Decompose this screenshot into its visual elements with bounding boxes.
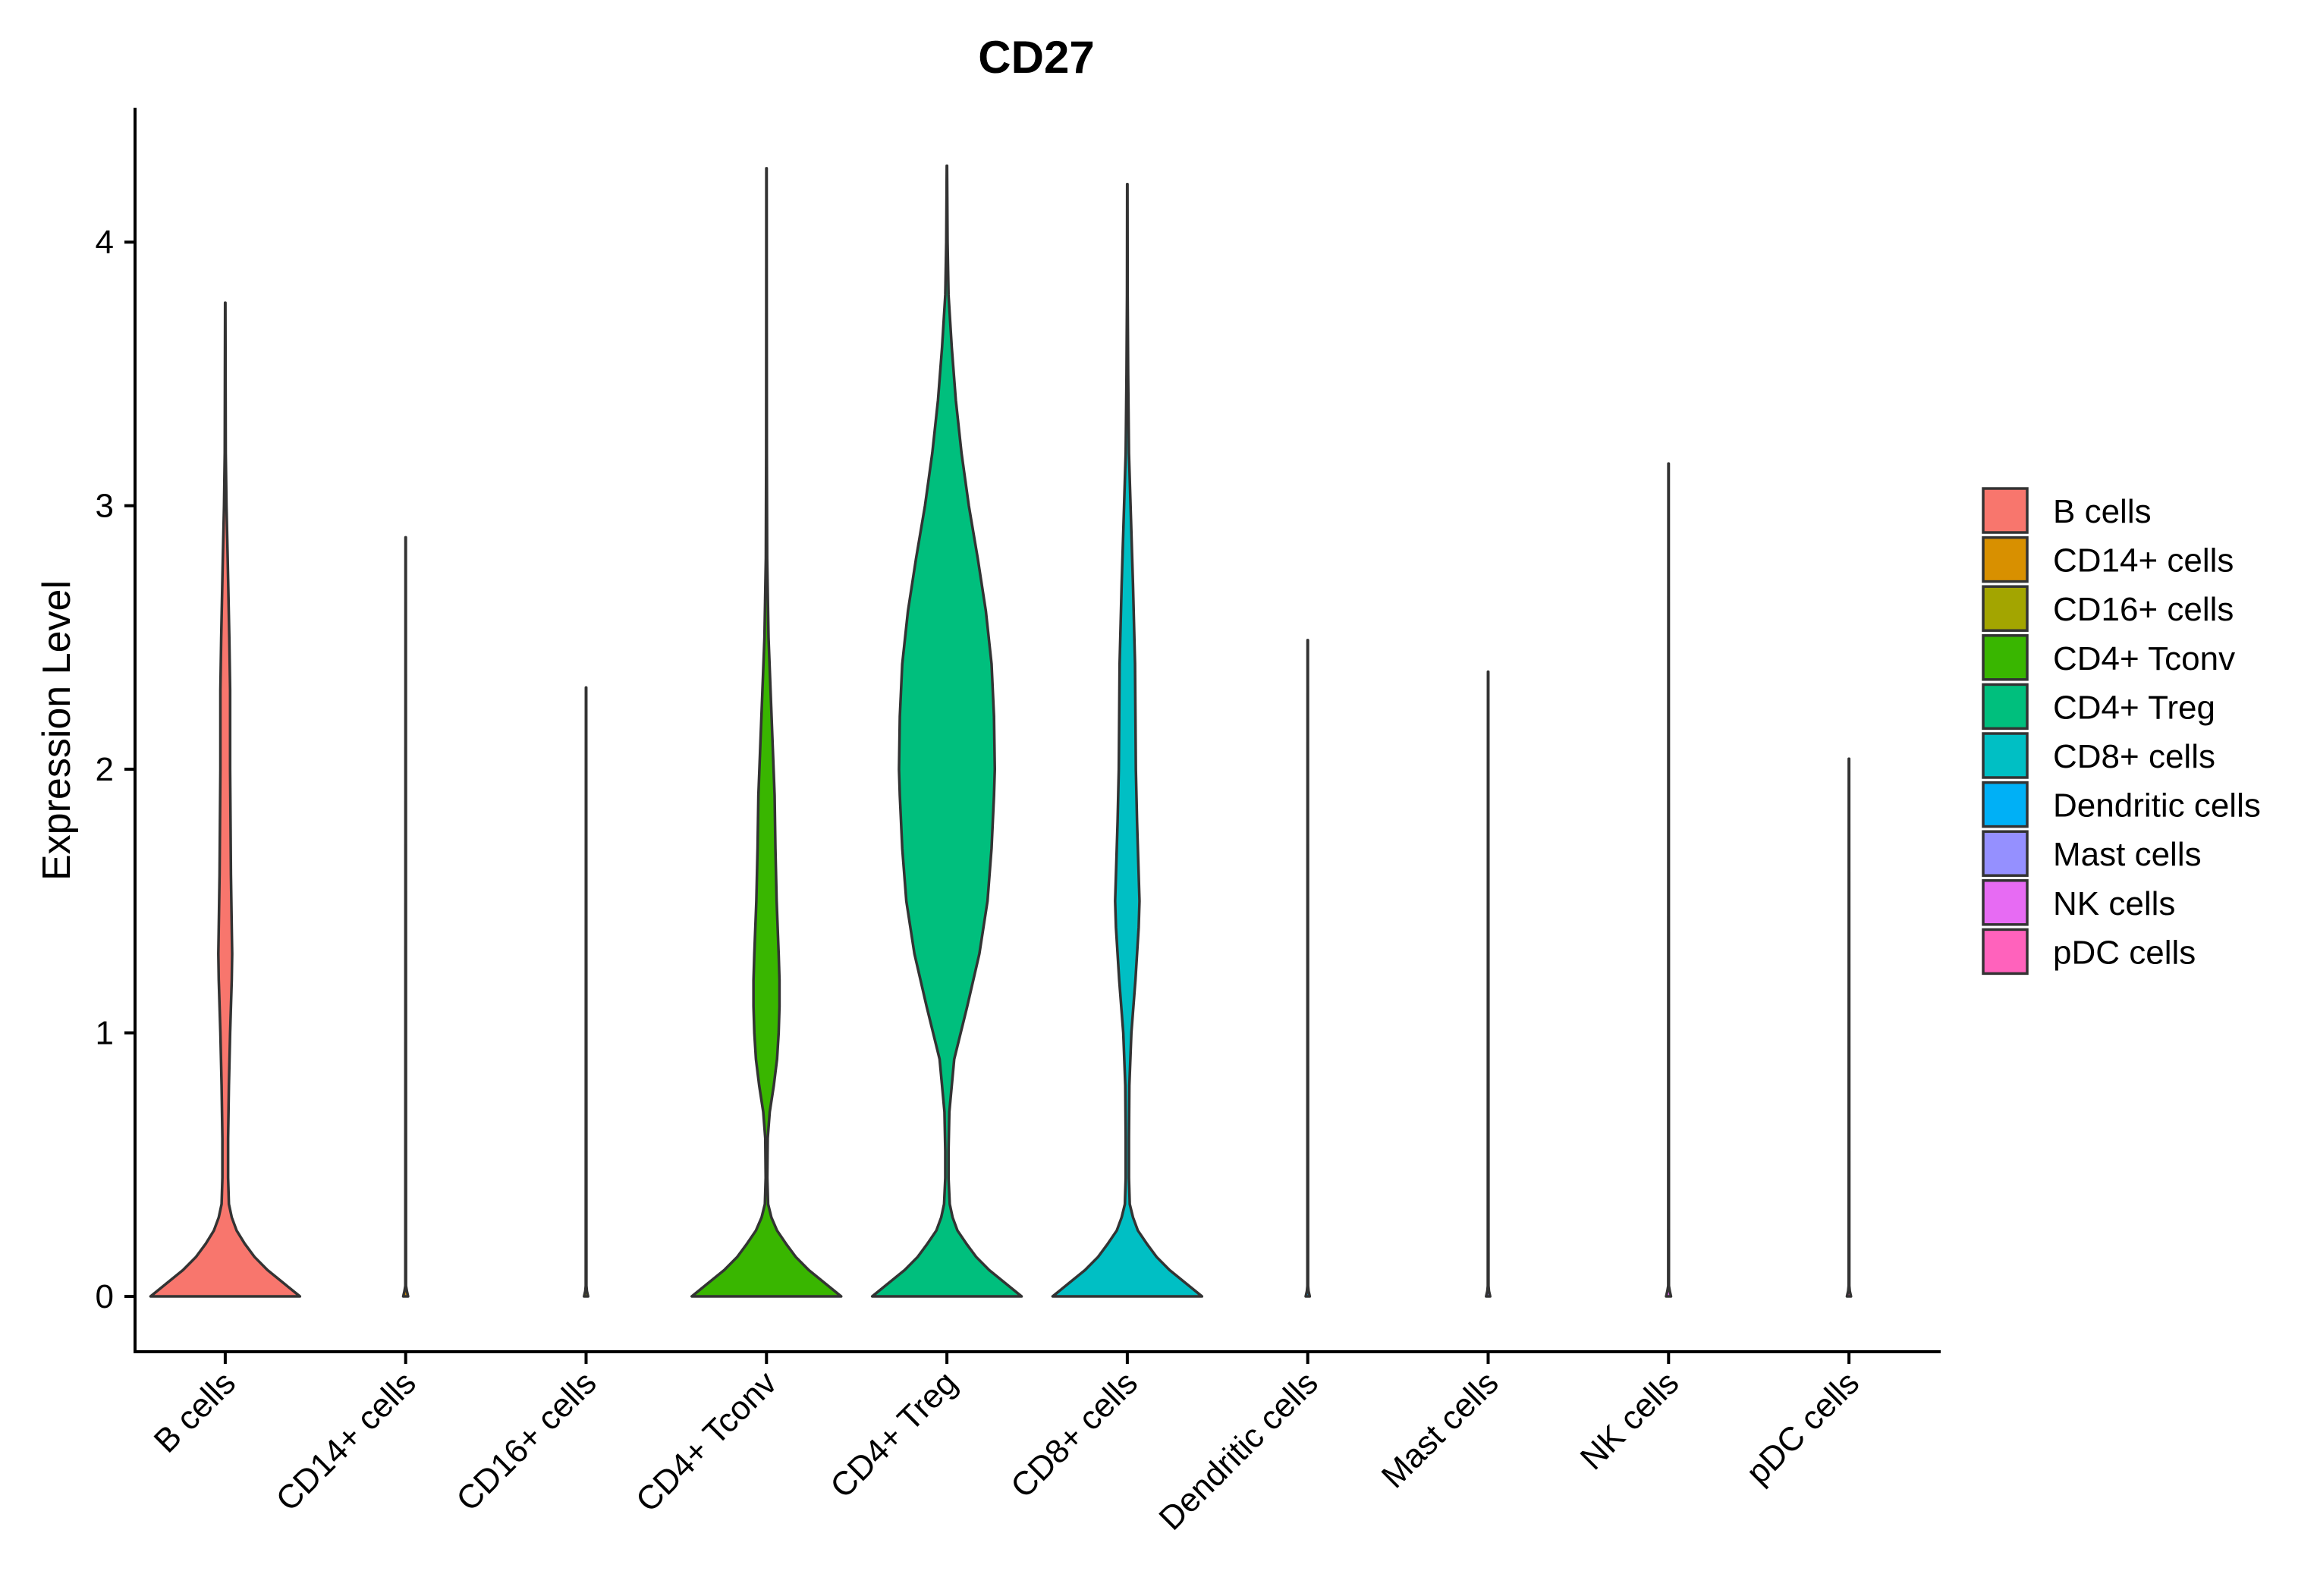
legend-label: pDC cells: [2053, 934, 2196, 971]
legend-label: CD8+ cells: [2053, 738, 2215, 775]
violin-nk-cells: [1665, 462, 1673, 1298]
legend-label: B cells: [2053, 493, 2152, 530]
legend-label: NK cells: [2053, 885, 2175, 922]
legend-key-dendritic-cells: [1982, 781, 2029, 828]
y-axis-ticks: 0 1 2 3 4: [96, 224, 135, 1315]
legend-key-cd14plus-cells: [1982, 536, 2029, 583]
legend-label: CD4+ Tconv: [2053, 640, 2235, 677]
legend-key-cd4plus-treg: [1982, 683, 2029, 730]
legend-key-b-cells: [1982, 487, 2029, 534]
x-tick-label: Dendritic cells: [1152, 1364, 1325, 1537]
x-tick-label: CD4+ Treg: [823, 1364, 964, 1505]
y-tick-label: 1: [96, 1015, 114, 1052]
x-tick-label: B cells: [147, 1364, 243, 1459]
legend-label: CD14+ cells: [2053, 542, 2234, 580]
violin-mast-cells: [1485, 670, 1492, 1298]
x-tick-label: NK cells: [1573, 1364, 1687, 1477]
chart-title: CD27: [978, 32, 1094, 83]
legend-key-cd4plus-tconv: [1982, 634, 2029, 681]
violin-cd14plus-cells: [401, 536, 410, 1298]
legend-key-mast-cells: [1982, 830, 2029, 877]
violin-dendritic-cells: [1304, 639, 1312, 1298]
violin-b-cells: [149, 301, 302, 1298]
y-tick-label: 4: [96, 224, 114, 261]
x-tick-label: pDC cells: [1739, 1364, 1866, 1491]
violins-layer: [149, 164, 1853, 1298]
y-tick-label: 0: [96, 1278, 114, 1315]
x-tick-label: Mast cells: [1375, 1364, 1506, 1495]
legend-label: CD4+ Treg: [2053, 689, 2215, 726]
x-tick-label: CD4+ Tconv: [629, 1364, 784, 1519]
legend-key-pdc-cells: [1982, 928, 2029, 976]
legend-key-nk-cells: [1982, 879, 2029, 926]
y-axis-label: Expression Level: [35, 580, 79, 881]
x-tick-label: CD8+ cells: [1004, 1364, 1145, 1505]
legend-key-cd16plus-cells: [1982, 585, 2029, 632]
y-tick-label: 3: [96, 488, 114, 525]
violin-cd4plus-tconv: [690, 167, 843, 1298]
x-axis-ticks: B cells CD14+ cells CD16+ cells CD4+ Tconv C…: [147, 1352, 1866, 1538]
legend-label: Dendritic cells: [2053, 787, 2261, 825]
violin-cd4plus-treg: [870, 164, 1023, 1298]
y-tick-label: 2: [96, 751, 114, 788]
violin-cd16plus-cells: [583, 686, 589, 1298]
legend: B cells CD14+ cells CD16+ cells CD4+ Tconv C…: [1982, 487, 2261, 976]
x-tick-label: CD14+ cells: [269, 1364, 423, 1518]
legend-label: Mast cells: [2053, 836, 2202, 873]
x-tick-label: CD16+ cells: [449, 1364, 603, 1518]
legend-label: CD16+ cells: [2053, 591, 2234, 628]
violin-cd8plus-cells: [1051, 183, 1204, 1298]
violin-pdc-cells: [1845, 757, 1853, 1298]
legend-key-cd8plus-cells: [1982, 732, 2029, 779]
